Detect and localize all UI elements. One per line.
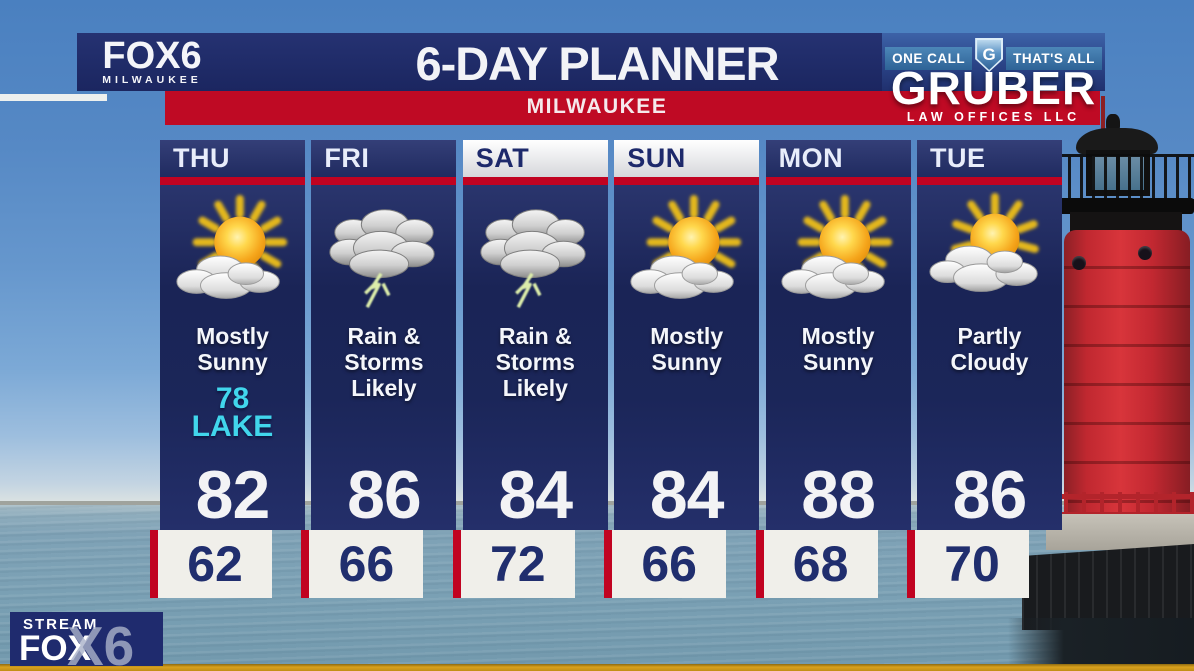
station-logo: FOX6 MILWAUKEE [88,35,216,86]
day-label: TUE [917,140,1062,177]
weather-icon [471,191,599,319]
day-body: Mostly Sunny 84 [614,185,760,533]
condition-label: Mostly Sunny [650,323,724,375]
condition-label: Mostly Sunny [801,323,875,375]
low-temperature: 66 [612,530,727,598]
page-title: 6-DAY PLANNER [415,37,779,90]
sponsor-tag-right: THAT'S ALL [1006,46,1102,70]
day-header-red-strip [311,177,457,185]
high-temperature: 86 [347,457,422,533]
forecast-day-column: TUE [907,140,1062,598]
sponsor-panel: ONE CALL G THAT'S ALL [882,33,1105,91]
sponsor-tagline: ONE CALL G THAT'S ALL [882,38,1105,72]
low-temperature-box: 66 [301,530,424,598]
low-temperature: 66 [309,530,424,598]
day-body: Mostly Sunny 78 LAKE 82 [160,185,305,530]
day-label: SUN [614,140,760,177]
lighthouse-rod [1101,96,1105,140]
left-white-line [0,94,107,101]
day-label: SAT [462,140,608,177]
low-box-red-stripe [604,530,613,598]
day-header-red-strip [917,177,1062,185]
ticker-gold-strip [0,664,1194,671]
forecast-day-column: SUN [604,140,760,598]
condition-label: Mostly Sunny [196,323,269,375]
low-temperature: 70 [915,530,1029,598]
weather-icon [926,191,1054,319]
weather-icon [774,191,902,319]
condition-label: Rain & Storms Likely [495,323,575,401]
lighthouse-gallery-deck [1056,198,1194,214]
station-name: FOX6 [102,35,202,77]
stream-bug: STREAM FOX X6 [10,612,163,666]
low-temperature: 62 [158,530,272,598]
high-temperature: 84 [498,457,573,533]
lake-temperature: 78 LAKE [160,382,305,443]
forecast-day-column: MON [755,140,911,598]
low-box-red-stripe [755,530,764,598]
low-temperature: 72 [460,530,575,598]
low-box-red-stripe [301,530,310,598]
stream-bug-fox-label: FOX [19,629,91,666]
weather-icon [320,191,448,319]
stream-bug-stream-label: STREAM [23,616,99,633]
low-box-red-stripe [452,530,461,598]
forecast-day-column: SAT Rain & Storms Likely [452,140,608,598]
high-temperature: 86 [952,457,1028,533]
day-label: MON [765,140,911,177]
sponsor-tag-left: ONE CALL [885,46,973,70]
lighthouse-tower [1064,230,1190,542]
day-body: Rain & Storms Likely 86 [311,185,457,533]
sponsor-subtitle: LAW OFFICES LLC [906,110,1081,124]
day-body: Rain & Storms Likely 84 [462,185,608,533]
day-label: FRI [311,140,457,177]
low-temperature-box: 68 [755,530,878,598]
condition-label: Rain & Storms Likely [344,323,424,401]
day-header-red-strip [462,177,608,185]
pier-piling [1022,544,1194,630]
lighthouse-gallery-railing [1056,154,1194,202]
high-temperature: 84 [649,457,725,533]
day-header-red-strip [160,177,305,185]
forecast-day-column: FRI Rain & Storms Likely [301,140,457,598]
day-body: Mostly Sunny 88 [765,185,911,533]
lake-temp-value: 78 [215,382,250,415]
header-red-bar [165,91,1100,125]
low-temperature-box: 62 [150,530,272,598]
location-label: MILWAUKEE [526,95,668,118]
sponsor-name: GRUBER [890,62,1097,114]
dark-water-shadow [1008,618,1194,671]
porthole [1072,256,1086,270]
day-header-red-strip [614,177,760,185]
low-temperature-box: 66 [604,530,727,598]
stream-bug-x6-label: X6 [67,615,135,666]
porthole [1138,246,1152,260]
forecast-day-column: THU [150,140,305,598]
pier-wall [1046,514,1194,550]
high-temperature: 88 [801,457,876,533]
low-temperature-box: 72 [452,530,575,598]
low-box-red-stripe [907,530,915,598]
high-temperature: 82 [195,457,271,533]
day-header-red-strip [765,177,911,185]
condition-label: Partly Cloudy [950,323,1029,375]
day-body: Partly Cloudy 86 [917,185,1062,530]
day-label: THU [160,140,305,177]
weather-icon [169,191,297,319]
low-box-red-stripe [150,530,158,598]
weather-icon [623,191,751,319]
low-temperature: 68 [763,530,878,598]
lighthouse-neck [1070,212,1182,234]
lake-temp-label: LAKE [191,410,274,443]
low-temperature-box: 70 [907,530,1029,598]
lighthouse-roof [1076,128,1158,154]
station-city: MILWAUKEE [102,74,202,86]
